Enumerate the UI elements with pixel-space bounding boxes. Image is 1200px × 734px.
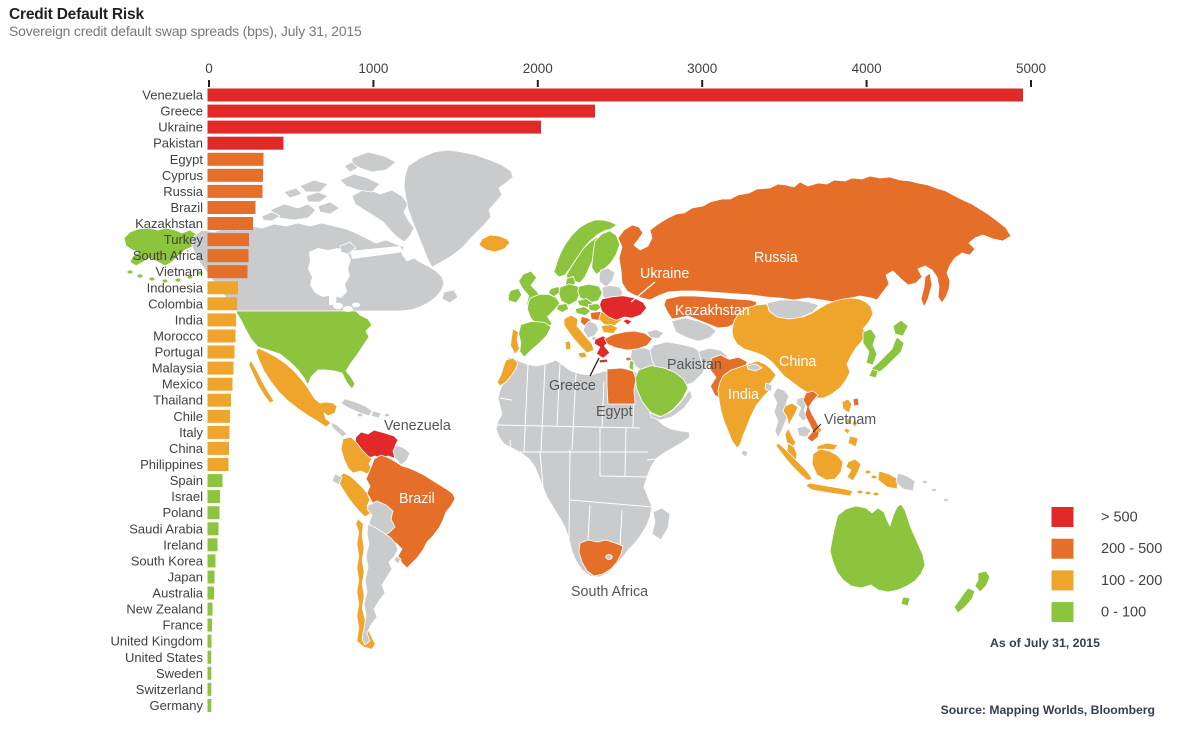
svg-text:Malaysia: Malaysia [152, 361, 204, 376]
svg-text:China: China [169, 441, 204, 456]
svg-text:Pakistan: Pakistan [667, 357, 722, 373]
svg-text:Portugal: Portugal [155, 345, 204, 360]
svg-text:Vietnam: Vietnam [156, 264, 203, 279]
svg-text:Kazakhstan: Kazakhstan [675, 303, 750, 319]
svg-text:> 500: > 500 [1101, 510, 1138, 526]
svg-text:Greece: Greece [549, 378, 596, 394]
svg-text:Ukraine: Ukraine [640, 266, 689, 282]
svg-text:Greece: Greece [160, 104, 203, 119]
svg-text:United States: United States [125, 650, 204, 665]
svg-text:Egypt: Egypt [596, 404, 633, 420]
svg-text:Chile: Chile [173, 409, 203, 424]
svg-text:India: India [175, 312, 204, 327]
svg-text:South Africa: South Africa [571, 584, 648, 600]
svg-text:South Africa: South Africa [133, 248, 204, 263]
svg-text:New Zealand: New Zealand [126, 602, 203, 617]
svg-text:Credit Default Risk: Credit Default Risk [9, 6, 144, 23]
svg-text:France: France [163, 618, 203, 633]
svg-text:Italy: Italy [179, 425, 203, 440]
svg-text:100 - 200: 100 - 200 [1101, 573, 1162, 589]
svg-text:Cyprus: Cyprus [162, 168, 204, 183]
svg-text:China: China [779, 354, 816, 370]
svg-text:Pakistan: Pakistan [153, 136, 203, 151]
svg-text:Australia: Australia [152, 586, 203, 601]
svg-text:Colombia: Colombia [148, 296, 204, 311]
svg-text:Ireland: Ireland [163, 537, 203, 552]
svg-text:Vietnam: Vietnam [824, 412, 876, 428]
svg-text:2000: 2000 [523, 61, 553, 76]
svg-text:Brazil: Brazil [170, 200, 203, 215]
svg-text:Israel: Israel [171, 489, 203, 504]
svg-text:Saudi Arabia: Saudi Arabia [129, 521, 203, 536]
svg-text:Switzerland: Switzerland [136, 682, 203, 697]
svg-text:Egypt: Egypt [170, 152, 204, 167]
svg-text:5000: 5000 [1016, 61, 1046, 76]
svg-text:Kazakhstan: Kazakhstan [135, 216, 203, 231]
svg-text:Russia: Russia [754, 250, 798, 266]
svg-text:Russia: Russia [163, 184, 204, 199]
svg-text:Turkey: Turkey [164, 232, 204, 247]
svg-text:Philippines: Philippines [140, 457, 203, 472]
svg-text:Indonesia: Indonesia [147, 280, 204, 295]
svg-text:Brazil: Brazil [399, 491, 435, 507]
svg-text:Morocco: Morocco [153, 329, 203, 344]
svg-text:Poland: Poland [163, 505, 203, 520]
svg-text:1000: 1000 [358, 61, 388, 76]
svg-text:Germany: Germany [150, 698, 204, 713]
svg-text:3000: 3000 [687, 61, 717, 76]
svg-text:Venezuela: Venezuela [142, 88, 203, 103]
svg-text:0: 0 [205, 61, 213, 76]
svg-text:Sovereign credit default swap: Sovereign credit default swap spreads (b… [9, 23, 362, 39]
svg-text:Spain: Spain [170, 473, 203, 488]
svg-text:4000: 4000 [852, 61, 882, 76]
svg-text:United Kingdom: United Kingdom [111, 634, 204, 649]
svg-text:South Korea: South Korea [131, 553, 204, 568]
svg-text:Sweden: Sweden [156, 666, 203, 681]
svg-text:Ukraine: Ukraine [158, 120, 203, 135]
svg-text:Thailand: Thailand [153, 393, 203, 408]
svg-text:Source: Mapping Worlds, Bloomb: Source: Mapping Worlds, Bloomberg [941, 703, 1155, 717]
svg-text:Mexico: Mexico [162, 377, 203, 392]
svg-text:As of July 31, 2015: As of July 31, 2015 [990, 636, 1100, 650]
svg-text:0 - 100: 0 - 100 [1101, 605, 1146, 621]
svg-text:Japan: Japan [168, 570, 203, 585]
svg-text:200 - 500: 200 - 500 [1101, 541, 1162, 557]
svg-text:Venezuela: Venezuela [384, 418, 451, 434]
svg-text:India: India [728, 387, 759, 403]
